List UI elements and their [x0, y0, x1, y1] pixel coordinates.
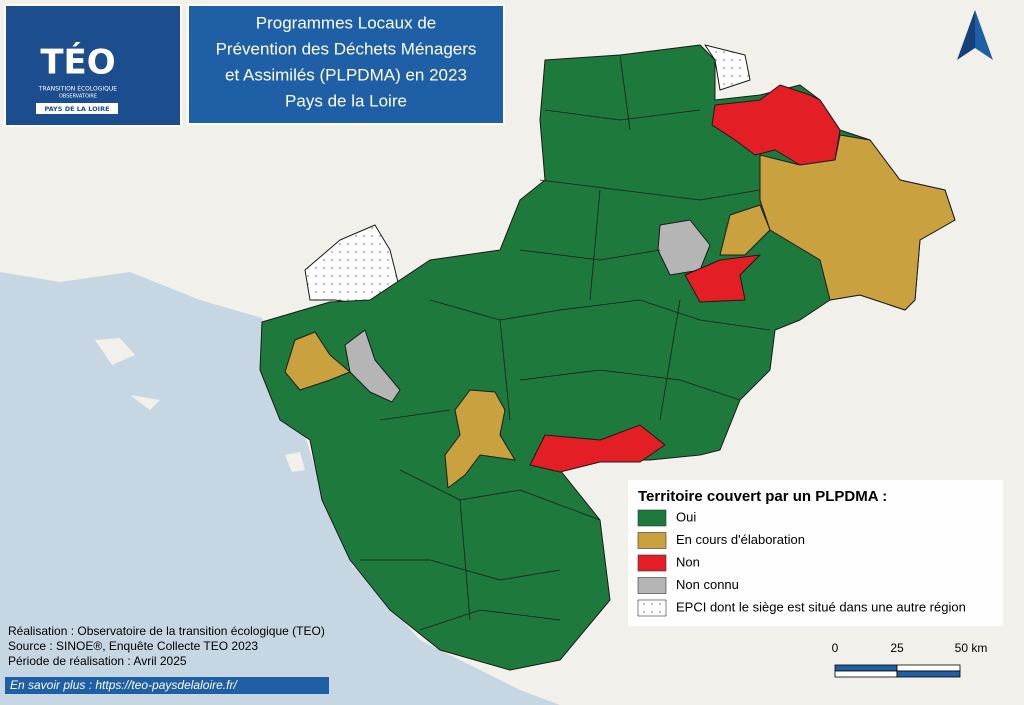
legend-label: Non	[676, 554, 700, 569]
scale-label: 25	[890, 641, 904, 655]
link-bar	[5, 677, 329, 694]
legend-swatch	[637, 532, 667, 549]
legend-swatch	[637, 509, 667, 527]
region-non	[529, 424, 666, 473]
legend-swatch	[637, 599, 667, 617]
sea	[0, 272, 560, 705]
legend-title: Territoire couvert par un PLPDMA :	[638, 488, 887, 505]
scale-bar	[896, 670, 961, 678]
legend-swatch	[637, 577, 667, 594]
scale-label: 0	[832, 641, 839, 655]
legend-label: Oui	[676, 509, 696, 524]
epci-borders	[360, 54, 771, 631]
credit-line: Source : SINOE®, Enquête Collecte TEO 20…	[8, 639, 258, 653]
logo-text: OBSERVATOIRE	[59, 94, 97, 100]
logo-region-box	[36, 103, 118, 114]
legend-label: En cours d'élaboration	[676, 532, 805, 547]
logo-region: PAYS DE LA LOIRE	[44, 105, 109, 113]
scale-bar	[834, 670, 898, 678]
title-box	[187, 4, 505, 125]
legend-box	[628, 480, 1003, 626]
credit-line: Réalisation : Observatoire de la transit…	[8, 624, 325, 638]
outside-epci	[704, 44, 751, 91]
legend-label: Non connu	[676, 577, 739, 592]
region-non	[684, 254, 761, 303]
islands	[95, 338, 305, 472]
title-line: Programmes Locaux de	[256, 13, 436, 32]
legend-swatch	[637, 554, 667, 572]
scale-bar	[834, 664, 898, 672]
logo-text: TRANSITION ÉCOLOGIQUE	[38, 85, 117, 93]
title-line: et Assimilés (PLPDMA) en 2023	[225, 65, 467, 84]
website-link[interactable]: En savoir plus : https://teo-paysdelaloi…	[10, 678, 238, 692]
region-non-connu	[344, 329, 401, 403]
region-elaboration	[284, 331, 351, 391]
credit-line: Période de réalisation : Avril 2025	[8, 654, 187, 668]
region-elaboration	[444, 389, 516, 489]
region-elaboration	[719, 204, 771, 256]
scale-bar	[896, 664, 961, 672]
title-line: Pays de la Loire	[285, 91, 407, 110]
title-line: Prévention des Déchets Ménagers	[216, 39, 477, 58]
scale-label: 50 km	[955, 641, 988, 655]
region-elaboration	[759, 134, 956, 311]
logo-name: TÉO	[40, 42, 115, 83]
north-arrow	[957, 10, 993, 60]
legend-label: EPCI dont le siège est situé dans une au…	[676, 599, 966, 614]
